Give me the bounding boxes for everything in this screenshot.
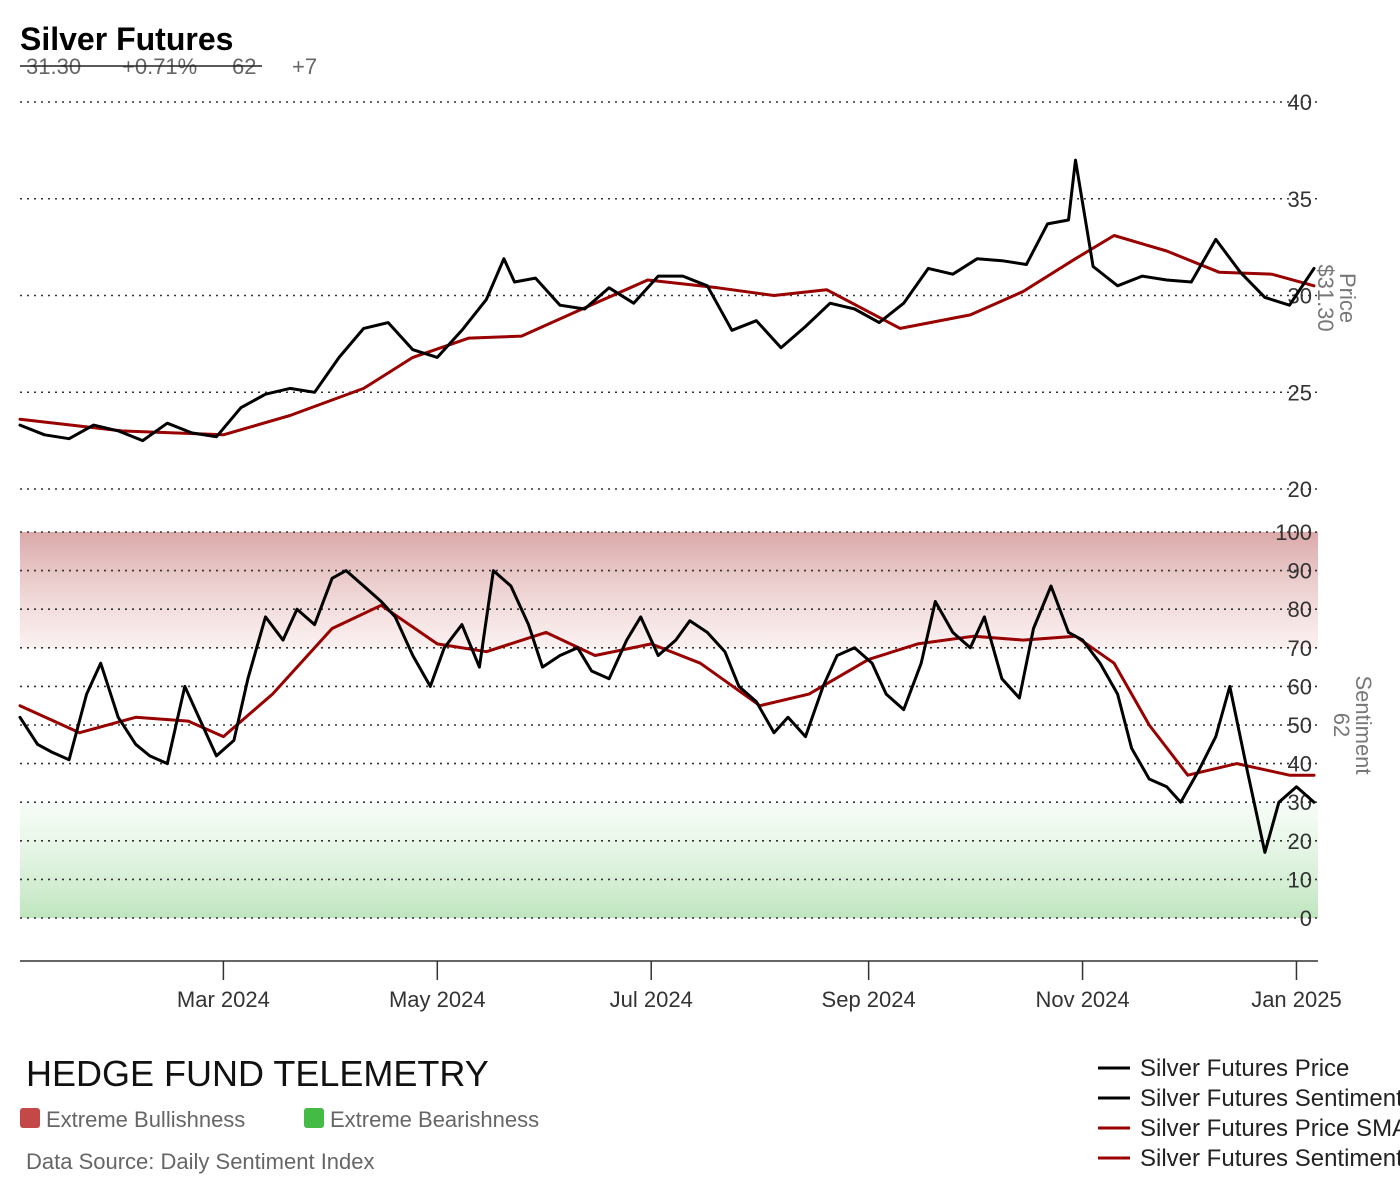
legend-item-2: Silver Futures Sentiment <box>1140 1085 1400 1112</box>
series-lines <box>18 158 1316 854</box>
x-tick-sep-2024: Sep 2024 <box>822 987 916 1012</box>
sentiment-grid: 0 10 20 30 40 50 60 70 80 90 100 <box>20 520 1318 931</box>
header-stats: 31.30 +0.71% 62 +7 <box>20 54 317 79</box>
sentiment-tick-70: 70 <box>1288 636 1312 661</box>
legend-item-4: Silver Futures Sentiment SMA <box>1140 1145 1400 1172</box>
x-tick-jul-2024: Jul 2024 <box>610 987 693 1012</box>
sentiment-axis-value: 62 <box>1329 713 1354 737</box>
price-axis-title: Price <box>1335 273 1360 323</box>
x-axis: Mar 2024 May 2024 Jul 2024 Sep 2024 Nov 2024… <box>177 961 1342 1012</box>
sentiment-axis-label: Sentiment 62 <box>1329 675 1376 774</box>
sentiment-tick-40: 40 <box>1288 752 1312 777</box>
legend-item-1: Silver Futures Price <box>1140 1055 1349 1082</box>
legend-item-3: Silver Futures Price SMA <box>1140 1115 1400 1142</box>
price-axis-label: Price $31.30 <box>1313 264 1360 331</box>
sentiment-tick-80: 80 <box>1288 597 1312 622</box>
sentiment-tick-10: 10 <box>1288 867 1312 892</box>
chart-title: Silver Futures <box>20 21 233 57</box>
sentiment-tick-60: 60 <box>1288 674 1312 699</box>
price-tick-25: 25 <box>1288 380 1312 405</box>
sentiment-tick-30: 30 <box>1288 790 1312 815</box>
sentiment-sma-line <box>18 603 1316 777</box>
price-tick-35: 35 <box>1288 187 1312 212</box>
price-line <box>18 158 1316 443</box>
sentiment-tick-50: 50 <box>1288 713 1312 738</box>
sentiment-tick-20: 20 <box>1288 829 1312 854</box>
bear-key-swatch <box>304 1108 324 1128</box>
x-tick-mar-2024: Mar 2024 <box>177 987 270 1012</box>
data-source: Data Source: Daily Sentiment Index <box>26 1149 375 1174</box>
brand-name: HEDGE FUND TELEMETRY <box>26 1053 489 1094</box>
price-tick-20: 20 <box>1288 477 1312 502</box>
price-axis-value: $31.30 <box>1313 264 1338 331</box>
sentiment-line <box>18 569 1316 854</box>
bull-zone <box>20 532 1318 648</box>
x-tick-nov-2024: Nov 2024 <box>1035 987 1129 1012</box>
sentiment-axis-title: Sentiment <box>1351 675 1376 774</box>
sentiment-tick-100: 100 <box>1275 520 1312 545</box>
x-tick-jan-2025: Jan 2025 <box>1251 987 1342 1012</box>
sentiment-tick-0: 0 <box>1300 906 1312 931</box>
bear-zone <box>20 802 1318 918</box>
sentiment-tick-90: 90 <box>1288 559 1312 584</box>
header-sentiment-change: +7 <box>292 54 317 79</box>
bull-key-label: Extreme Bullishness <box>46 1107 245 1132</box>
legend: Silver Futures Price Silver Futures Senti… <box>1098 1055 1400 1172</box>
price-sma-line <box>18 234 1316 437</box>
bear-key-label: Extreme Bearishness <box>330 1107 539 1132</box>
bull-key-swatch <box>20 1108 40 1128</box>
x-tick-may-2024: May 2024 <box>389 987 486 1012</box>
price-tick-40: 40 <box>1288 90 1312 115</box>
